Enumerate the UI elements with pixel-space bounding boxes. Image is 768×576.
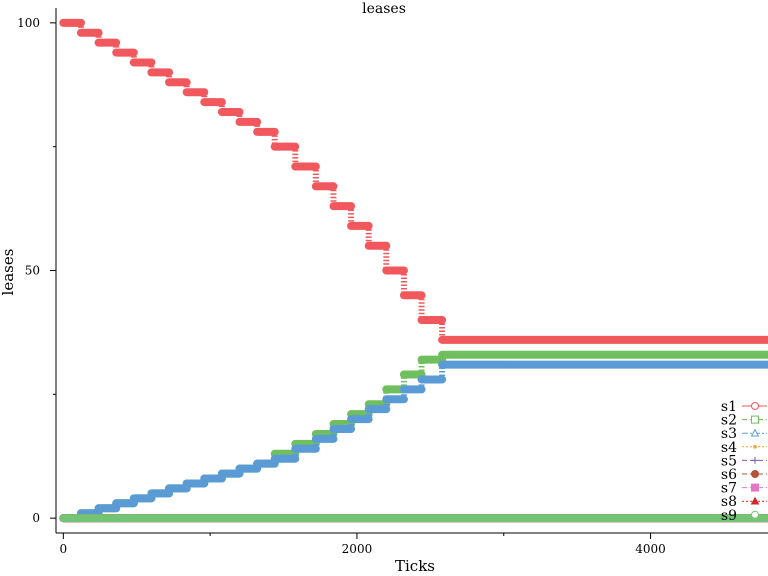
x-axis-title: Ticks [395, 557, 435, 575]
series-marker [751, 415, 759, 424]
series-layer [59, 18, 768, 523]
series-s1 [59, 18, 768, 344]
y-tick-label: 50 [25, 264, 40, 278]
legend-item-s4: s4 [721, 440, 767, 456]
legend-item-s9: s9 [721, 508, 767, 524]
legend-item-s1: s1 [721, 399, 767, 415]
series-marker [751, 456, 759, 464]
y-tick-label: 0 [32, 511, 40, 525]
legend-label: s7 [721, 481, 737, 497]
series-marker [751, 483, 759, 492]
legend-label: s4 [721, 440, 737, 456]
series-marker [753, 445, 757, 449]
legend-item-s6: s6 [721, 467, 767, 483]
series-marker [751, 402, 759, 410]
y-tick-label: 100 [17, 16, 40, 30]
legend-label: s5 [721, 453, 737, 469]
legend-label: s1 [721, 399, 737, 415]
legend-label: s9 [721, 508, 737, 524]
legend-label: s3 [721, 426, 737, 442]
legend-label: s8 [721, 494, 737, 510]
x-tick-label: 4000 [635, 542, 666, 556]
legend-label: s2 [721, 413, 737, 429]
axes: 0 2000 4000 0 50 100 [17, 8, 768, 556]
y-axis-title: leases [0, 249, 17, 296]
legend-item-s2: s2 [721, 413, 767, 429]
series-s3 [59, 360, 768, 523]
series-marker [750, 428, 760, 437]
series-marker [751, 510, 759, 519]
x-tick-label: 0 [60, 542, 68, 556]
series-marker [750, 496, 760, 505]
legend-item-s5: s5 [721, 453, 767, 469]
legend-item-s8: s8 [721, 494, 767, 510]
chart-title: leases [362, 1, 406, 17]
legend-label: s6 [721, 467, 737, 483]
legend-item-s3: s3 [721, 426, 767, 442]
legend-item-s7: s7 [721, 481, 767, 497]
x-tick-label: 2000 [342, 542, 373, 556]
series-marker [751, 470, 759, 478]
